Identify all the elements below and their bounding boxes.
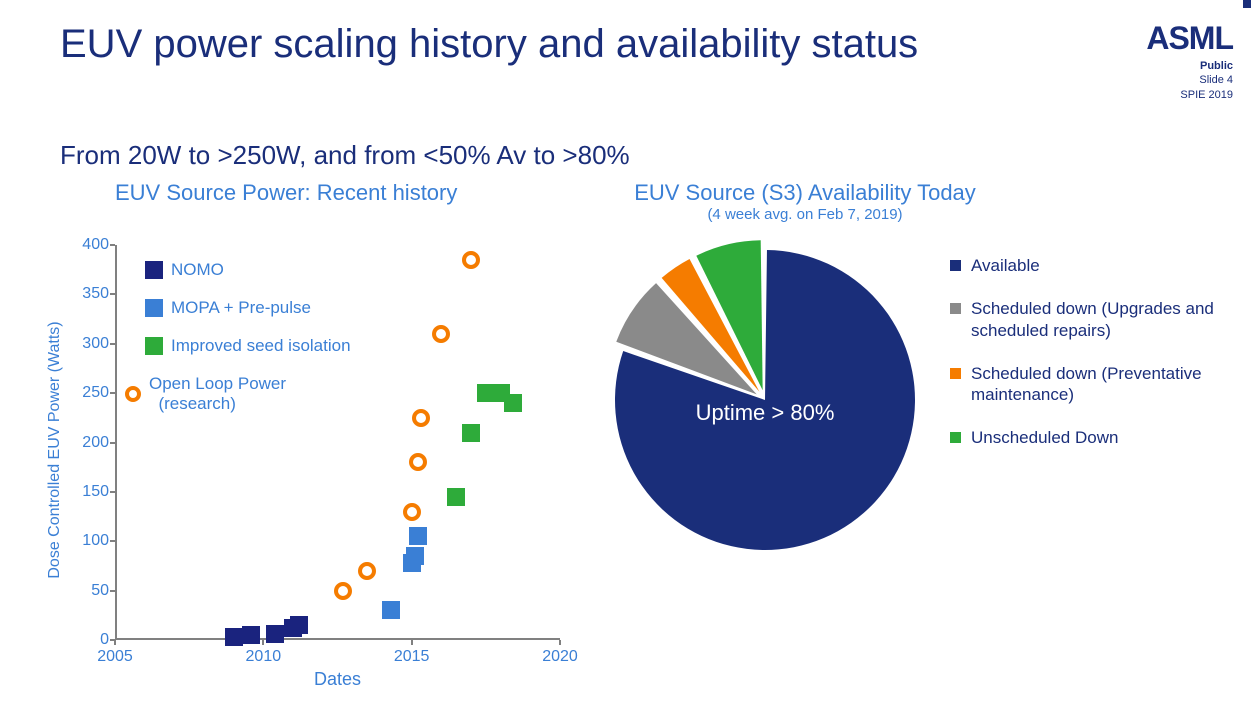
ytick-label: 300 (75, 335, 109, 353)
scatter-xlabel: Dates (314, 669, 361, 690)
legend-swatch (125, 386, 141, 402)
data-point (462, 424, 480, 442)
scatter-ylabel: Dose Controlled EUV Power (Watts) (46, 321, 64, 578)
ytick-label: 350 (75, 285, 109, 303)
scatter-chart: Dose Controlled EUV Power (Watts) Dates … (60, 220, 580, 680)
ytick-label: 0 (75, 631, 109, 649)
pie-chart-title: EUV Source (S3) Availability Today (620, 180, 990, 206)
event-name: SPIE 2019 (1180, 89, 1233, 101)
pie-legend: Available Scheduled down (Upgrades and sc… (950, 255, 1230, 471)
legend-swatch (145, 261, 163, 279)
data-point (403, 503, 421, 521)
slide-meta: Public Slide 4 SPIE 2019 (1146, 59, 1233, 102)
scatter-chart-title: EUV Source Power: Recent history (115, 180, 457, 206)
data-point (447, 488, 465, 506)
legend-label: Available (971, 255, 1040, 276)
data-point (225, 628, 243, 646)
slide-number: Slide 4 (1199, 74, 1233, 86)
data-point (504, 394, 522, 412)
data-point (432, 325, 450, 343)
legend-swatch (145, 337, 163, 355)
xtick-label: 2010 (246, 648, 282, 666)
xtick-mark (559, 640, 561, 645)
data-point (382, 601, 400, 619)
scatter-legend-item: MOPA + Pre-pulse (145, 298, 311, 318)
data-point (242, 626, 260, 644)
data-point (406, 547, 424, 565)
legend-label: Scheduled down (Upgrades and scheduled r… (971, 298, 1230, 341)
corner-accent (1243, 0, 1251, 8)
legend-label: Unscheduled Down (971, 427, 1118, 448)
legend-label: Open Loop Power (research) (149, 374, 286, 414)
ytick-mark (110, 392, 115, 394)
xtick-mark (262, 640, 264, 645)
logo-area: ASML Public Slide 4 SPIE 2019 (1146, 20, 1233, 102)
slide-title: EUV power scaling history and availabili… (60, 22, 918, 67)
xtick-mark (114, 640, 116, 645)
legend-label: MOPA + Pre-pulse (171, 298, 311, 318)
ytick-label: 200 (75, 434, 109, 452)
x-axis-line (115, 638, 560, 640)
legend-swatch (950, 303, 961, 314)
pie-legend-item: Available (950, 255, 1230, 276)
ytick-mark (110, 491, 115, 493)
ytick-label: 250 (75, 384, 109, 402)
data-point (412, 409, 430, 427)
ytick-label: 100 (75, 532, 109, 550)
legend-label: Scheduled down (Preventative maintenance… (971, 363, 1230, 406)
legend-swatch (950, 432, 961, 443)
pie-chart-subtitle: (4 week avg. on Feb 7, 2019) (620, 206, 990, 223)
xtick-label: 2005 (97, 648, 133, 666)
ytick-mark (110, 540, 115, 542)
pie-legend-item: Unscheduled Down (950, 427, 1230, 448)
classification: Public (1200, 60, 1233, 72)
ytick-label: 50 (75, 582, 109, 600)
data-point (334, 582, 352, 600)
xtick-label: 2020 (542, 648, 578, 666)
y-axis-line (115, 245, 117, 640)
scatter-legend-item: Improved seed isolation (145, 336, 351, 356)
ytick-mark (110, 590, 115, 592)
ytick-label: 150 (75, 483, 109, 501)
legend-label: NOMO (171, 260, 224, 280)
data-point (358, 562, 376, 580)
data-point (409, 453, 427, 471)
ytick-label: 400 (75, 236, 109, 254)
xtick-mark (411, 640, 413, 645)
pie-legend-item: Scheduled down (Upgrades and scheduled r… (950, 298, 1230, 341)
scatter-legend-item: NOMO (145, 260, 224, 280)
legend-swatch (950, 260, 961, 271)
ytick-mark (110, 343, 115, 345)
slide-subtitle: From 20W to >250W, and from <50% Av to >… (60, 140, 630, 171)
pie-center-label: Uptime > 80% (696, 400, 835, 426)
data-point (462, 251, 480, 269)
data-point (409, 527, 427, 545)
data-point (290, 616, 308, 634)
xtick-label: 2015 (394, 648, 430, 666)
pie-chart: Uptime > 80% (600, 235, 930, 565)
legend-swatch (145, 299, 163, 317)
data-point (266, 625, 284, 643)
ytick-mark (110, 442, 115, 444)
ytick-mark (110, 293, 115, 295)
legend-swatch (950, 368, 961, 379)
asml-logo: ASML (1146, 20, 1233, 57)
legend-label: Improved seed isolation (171, 336, 351, 356)
ytick-mark (110, 244, 115, 246)
scatter-legend-item: Open Loop Power (research) (125, 374, 286, 414)
pie-legend-item: Scheduled down (Preventative maintenance… (950, 363, 1230, 406)
